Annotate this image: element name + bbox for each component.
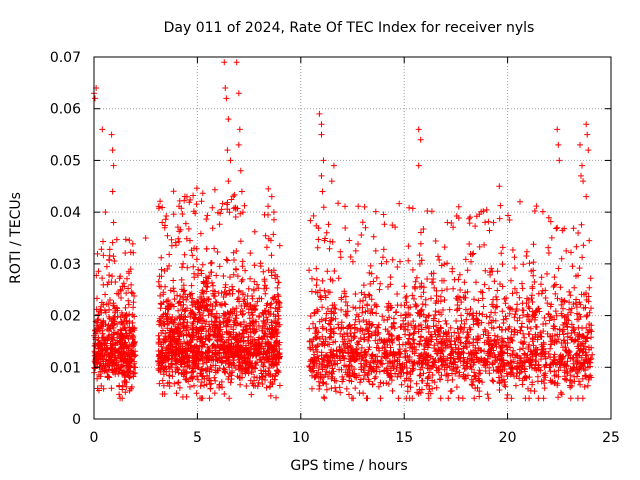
x-tick-label: 5	[193, 430, 202, 446]
x-tick-label: 0	[90, 430, 99, 446]
x-tick-label: 15	[395, 430, 413, 446]
y-tick-label: 0.04	[50, 205, 81, 221]
x-tick-label: 20	[499, 430, 517, 446]
x-tick-label: 10	[292, 430, 310, 446]
axis-tick-labels: 0 5 10 15 20 25 0 0.01 0.02 0.03 0.04 0.05 0.06 0.07	[50, 50, 620, 446]
plot-frame	[93, 56, 612, 420]
y-tick-label: 0.01	[50, 360, 81, 376]
axis-ticks	[93, 56, 612, 420]
y-tick-label: 0.05	[50, 153, 81, 169]
y-tick-label: 0	[72, 412, 81, 428]
x-tick-label: 25	[602, 430, 620, 446]
chart-title: Day 011 of 2024, Rate Of TEC Index for r…	[164, 20, 535, 36]
y-tick-label: 0.06	[50, 102, 81, 118]
data-points	[91, 59, 596, 402]
y-tick-label: 0.03	[50, 257, 81, 273]
y-tick-label: 0.07	[50, 50, 81, 66]
y-tick-label: 0.02	[50, 309, 81, 325]
x-axis-label: GPS time / hours	[290, 458, 407, 474]
y-axis-label: ROTI / TECUs	[8, 192, 24, 284]
roti-points	[91, 59, 596, 402]
